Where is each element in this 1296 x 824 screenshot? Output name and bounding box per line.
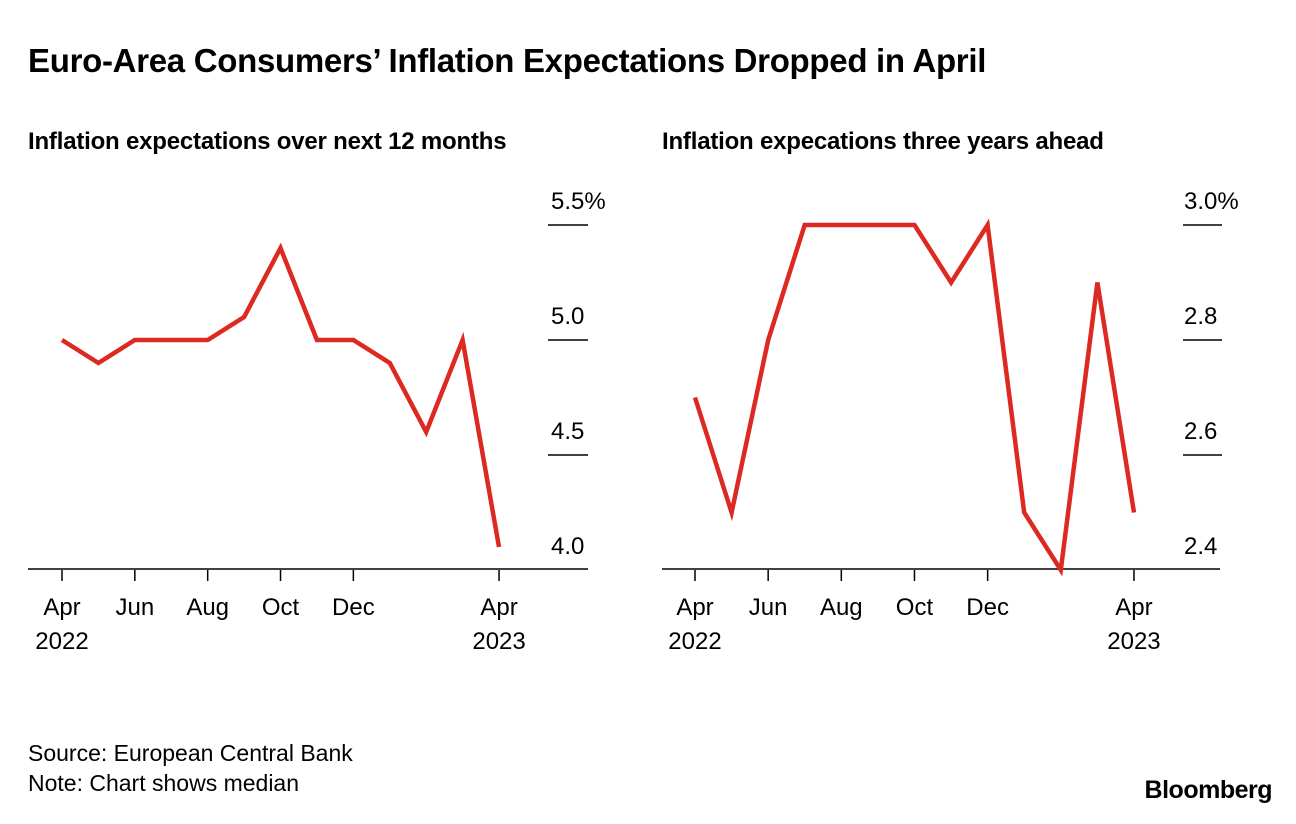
chart-title: Euro-Area Consumers’ Inflation Expectati… (28, 42, 987, 79)
left-chart-title: Inflation expectations over next 12 mont… (28, 128, 507, 155)
x-tick-year-label: 2023 (472, 628, 525, 655)
y-tick-label: 5.0 (551, 303, 584, 330)
x-tick-label: Oct (896, 594, 934, 621)
x-tick-label: Dec (332, 594, 375, 621)
y-tick-label: 2.6 (1184, 418, 1217, 445)
x-tick-label: Jun (749, 594, 788, 621)
series-line (60, 242, 502, 548)
y-tick-label: 5.5% (551, 188, 606, 215)
x-tick-label: Apr (676, 594, 713, 621)
series-line (692, 218, 1137, 577)
x-tick-label: Apr (1115, 594, 1152, 621)
y-tick-label: 2.8 (1184, 303, 1217, 330)
y-tick-label: 2.4 (1184, 533, 1217, 560)
y-tick-label: 4.0 (551, 533, 584, 560)
y-tick-label: 3.0% (1184, 188, 1239, 215)
x-tick-year-label: 2022 (668, 628, 721, 655)
x-tick-label: Oct (262, 594, 300, 621)
x-tick-label: Dec (966, 594, 1009, 621)
median-note: Note: Chart shows median (28, 770, 300, 796)
right-chart-title: Inflation expecations three years ahead (662, 128, 1104, 155)
source-note: Source: European Central Bank (28, 740, 353, 766)
x-tick-label: Apr (480, 594, 517, 621)
x-tick-label: Apr (43, 594, 80, 621)
bloomberg-logo: Bloomberg (1144, 776, 1273, 804)
x-tick-year-label: 2023 (1107, 628, 1160, 655)
x-tick-label: Aug (820, 594, 863, 621)
x-tick-label: Jun (115, 594, 154, 621)
x-tick-label: Aug (186, 594, 229, 621)
x-tick-year-label: 2022 (35, 628, 88, 655)
y-tick-label: 4.5 (551, 418, 584, 445)
